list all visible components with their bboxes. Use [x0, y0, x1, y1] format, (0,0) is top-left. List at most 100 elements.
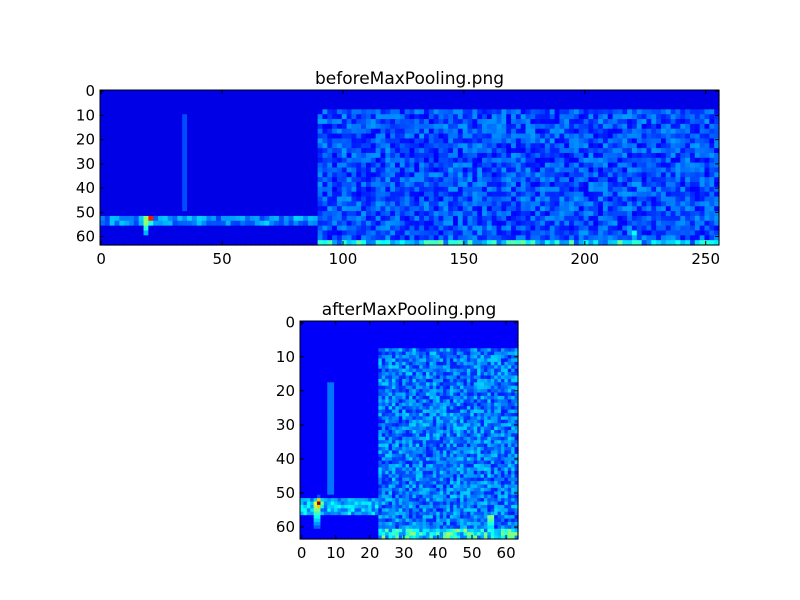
heatmap-cell — [415, 338, 420, 343]
heatmap-cell — [432, 327, 437, 332]
heatmap-cell — [549, 123, 556, 130]
heatmap-cell — [636, 206, 643, 212]
heatmap-cell — [457, 123, 464, 130]
heatmap-cell — [196, 182, 203, 188]
heatmap-cell — [487, 358, 492, 363]
heatmap-cell — [409, 351, 414, 356]
heatmap-cell — [593, 201, 599, 207]
heatmap-cell — [496, 235, 502, 241]
heatmap-cell — [364, 355, 369, 360]
heatmap-cell — [158, 215, 164, 222]
heatmap-cell — [187, 99, 193, 106]
heatmap-cell — [636, 114, 643, 120]
heatmap-cell — [443, 172, 449, 178]
heatmap-cell — [436, 355, 441, 360]
heatmap-cell — [340, 358, 345, 363]
heatmap-cell — [312, 128, 319, 135]
heatmap-cell — [466, 355, 471, 360]
heatmap-cell — [274, 143, 280, 149]
heatmap-cell — [330, 327, 335, 332]
heatmap-cell — [129, 211, 135, 217]
heatmap-cell — [491, 186, 498, 193]
heatmap-cell — [317, 338, 322, 343]
heatmap-cell — [274, 235, 280, 241]
heatmap-cell — [670, 167, 677, 173]
heatmap-cell — [511, 220, 517, 227]
heatmap-cell — [694, 162, 701, 169]
heatmap-cell — [162, 182, 169, 188]
heatmap-cell — [665, 215, 672, 222]
heatmap-cell — [327, 90, 333, 96]
heatmap-cell — [347, 355, 352, 360]
heatmap-cell — [709, 128, 715, 135]
heatmap-cell — [496, 191, 502, 198]
heatmap-cell — [689, 123, 696, 130]
heatmap-cell — [307, 94, 314, 101]
heatmap-cell — [211, 128, 217, 135]
heatmap-cell — [583, 172, 590, 178]
heatmap-cell — [269, 201, 275, 207]
heatmap-cell — [109, 119, 116, 125]
heatmap-cell — [588, 167, 594, 173]
heatmap-cell — [119, 220, 125, 227]
heatmap-cell — [288, 157, 295, 164]
heatmap-cell — [472, 211, 478, 217]
heatmap-cell — [307, 215, 314, 222]
heatmap-cell — [259, 225, 266, 232]
heatmap-cell — [467, 240, 473, 246]
heatmap-cell — [357, 351, 362, 356]
heatmap-cell — [457, 215, 464, 222]
heatmap-cell — [306, 331, 311, 336]
heatmap-cell — [483, 348, 488, 353]
heatmap-cell — [220, 177, 227, 183]
heatmap-cell — [375, 225, 382, 232]
heatmap-cell — [525, 191, 531, 198]
heatmap-cell — [317, 104, 324, 110]
heatmap-cell — [245, 215, 251, 222]
heatmap-cell — [206, 94, 212, 101]
heatmap-cell — [283, 196, 290, 202]
heatmap-cell — [432, 344, 437, 349]
heatmap-cell — [477, 334, 482, 339]
heatmap-cell — [409, 324, 414, 329]
heatmap-cell — [388, 348, 393, 353]
heatmap-cell — [656, 152, 662, 159]
heatmap-cell — [283, 99, 290, 106]
heatmap-cell — [167, 235, 174, 241]
heatmap-cell — [365, 157, 372, 164]
heatmap-cell — [332, 138, 338, 144]
heatmap-cell — [240, 177, 246, 183]
heatmap-cell — [225, 177, 232, 183]
heatmap-cell — [622, 235, 628, 241]
heatmap-cell — [317, 348, 322, 353]
heatmap-cell — [583, 206, 590, 212]
x-tick-label: 100 — [329, 250, 358, 268]
heatmap-cell — [182, 215, 188, 222]
heatmap-cell — [631, 119, 638, 125]
heatmap-cell — [368, 348, 373, 353]
heatmap-cell — [714, 94, 720, 101]
heatmap-cell — [573, 133, 580, 140]
heatmap-cell — [344, 361, 349, 366]
heatmap-cell — [288, 133, 295, 140]
heatmap-cell — [320, 361, 325, 366]
heatmap-cell — [714, 201, 720, 207]
heatmap-cell — [535, 138, 541, 144]
heatmap-cell — [361, 361, 366, 366]
heatmap-cell — [404, 225, 411, 232]
heatmap-cell — [337, 338, 342, 343]
heatmap-cell — [327, 230, 333, 236]
heatmap-cell — [283, 191, 290, 198]
heatmap-cell — [448, 90, 454, 96]
heatmap-cell — [114, 148, 120, 154]
heatmap-cell — [327, 321, 332, 326]
heatmap-cell — [172, 152, 178, 159]
heatmap-cell — [351, 331, 356, 336]
heatmap-cell — [409, 191, 415, 198]
heatmap-cell — [346, 143, 353, 149]
heatmap-cell — [578, 215, 585, 222]
heatmap-cell — [245, 230, 251, 236]
heatmap-cell — [530, 157, 536, 164]
heatmap-cell — [651, 206, 657, 212]
heatmap-cell — [593, 94, 599, 101]
